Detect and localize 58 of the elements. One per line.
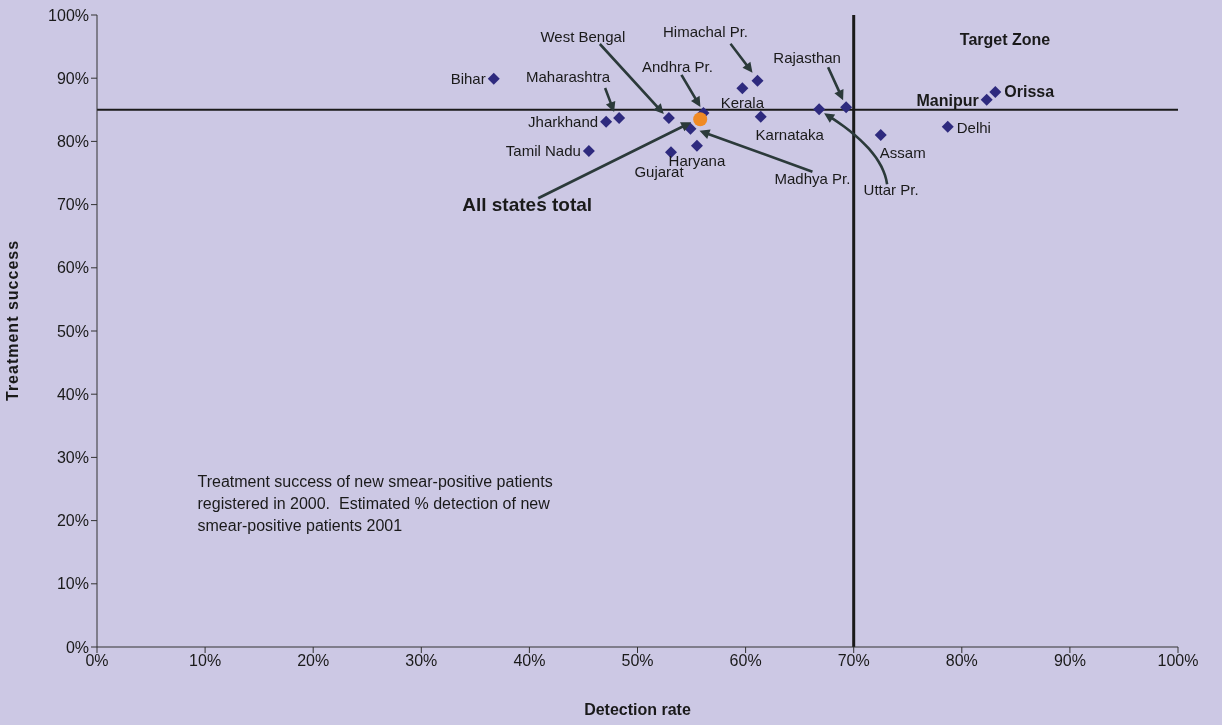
point [487, 72, 500, 85]
annotation: Target Zone [959, 30, 1051, 48]
point [690, 139, 703, 152]
annotation: Kerala [720, 94, 765, 112]
x-tick-label: 0% [85, 652, 109, 670]
point [751, 74, 764, 87]
point [582, 144, 595, 157]
point [693, 112, 708, 127]
point [840, 101, 853, 114]
y-tick-label: 50% [56, 322, 89, 340]
x-tick-label: 20% [297, 652, 330, 670]
point [941, 120, 954, 133]
x-tick-label: 80% [945, 652, 978, 670]
annotation: All states total [462, 194, 593, 216]
annotation: Assam [879, 144, 926, 162]
point [662, 112, 675, 125]
annotation: Tamil Nadu [505, 141, 581, 159]
x-tick-label: 50% [621, 652, 654, 670]
x-tick-label: 30% [405, 652, 438, 670]
annotation: Madhya Pr. [774, 169, 851, 187]
y-tick-label: 60% [56, 259, 89, 277]
y-tick-label: 10% [56, 575, 89, 593]
y-tick-label: 80% [56, 133, 89, 151]
point [600, 115, 613, 128]
annotation: Maharashtra [526, 68, 611, 86]
annotation: Orissa [1004, 83, 1055, 101]
annotation: Andhra Pr. [642, 57, 713, 75]
point [813, 103, 826, 116]
y-tick-label: 100% [48, 6, 89, 24]
point [980, 93, 993, 106]
y-axis-title: Treatment success [3, 239, 21, 401]
annotation: Uttar Pr. [863, 181, 919, 199]
annotation: Karnataka [755, 125, 825, 143]
y-tick-label: 20% [56, 512, 89, 530]
point [989, 86, 1002, 99]
y-tick-label: 70% [56, 196, 89, 214]
annotation: West Bengal [540, 28, 626, 46]
x-tick-label: 40% [513, 652, 546, 670]
annotation: Bihar [450, 69, 486, 87]
x-tick-label: 70% [837, 652, 870, 670]
y-tick-label: 90% [56, 69, 89, 87]
annotation: Manipur [916, 91, 979, 109]
x-tick-label: 100% [1157, 652, 1199, 670]
x-axis-title: Detection rate [584, 701, 691, 718]
annotation: Delhi [956, 118, 991, 136]
x-tick-label: 60% [729, 652, 762, 670]
annotation: Rajasthan [773, 49, 841, 67]
annotation: Himachal Pr. [662, 22, 749, 40]
y-tick-label: 30% [56, 449, 89, 467]
x-tick-label: 90% [1053, 652, 1086, 670]
point [736, 82, 749, 95]
y-tick-label: 40% [56, 385, 89, 403]
annotation: Jharkhand [528, 112, 599, 130]
x-tick-label: 10% [189, 652, 222, 670]
point [754, 110, 767, 123]
point [874, 129, 887, 142]
annotation: Treatment success of new smear-positive patients registered in 2000. Estimated % detection of new smear-positive patients 2001 [197, 473, 553, 535]
point [613, 112, 626, 125]
